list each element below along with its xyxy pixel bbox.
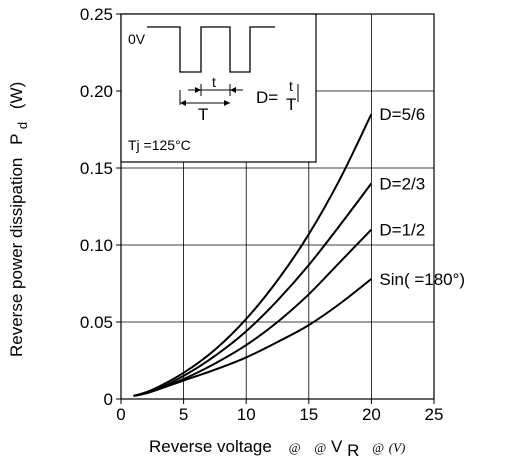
series-labels: D=5/6 D=2/3 D=1/2 Sin( =180°) (379, 105, 465, 289)
inset-duty-label: D= (256, 88, 278, 107)
y-axis-title-p: P (7, 134, 26, 145)
x-axis-title-sym: @ (289, 440, 301, 455)
inset-arrow-head (195, 87, 201, 93)
x-axis-title-main: Reverse voltage (149, 437, 272, 456)
y-axis-title: Reverse power dissipation P d (W) (7, 82, 31, 357)
x-ticks: 0 5 10 15 20 25 (116, 399, 443, 424)
inset-frame (120, 13, 317, 163)
y-axis-title-sub: d (15, 122, 30, 129)
x-axis-title-v: V (331, 437, 343, 456)
y-axis-title-unit: (W) (7, 82, 26, 109)
series-line-4 (133, 278, 373, 397)
inset-t-label: t (212, 74, 216, 90)
series-line-1 (133, 113, 373, 397)
x-tick-label: 20 (362, 405, 381, 424)
inset-arrow-head (230, 87, 236, 93)
x-tick-label: 5 (179, 405, 188, 424)
inset-frac-num: t (289, 78, 293, 94)
inset-frac-den: T (286, 95, 296, 114)
x-tick-label: 25 (425, 405, 444, 424)
inset-arrow-head (224, 100, 230, 106)
x-axis-title-sym: @ (314, 440, 326, 455)
x-axis-title-sub: R (347, 441, 359, 460)
y-tick-label: 0.20 (80, 82, 113, 101)
x-axis-title-unit: (V) (389, 440, 406, 455)
y-axis-title-main: Reverse power dissipation (7, 158, 26, 357)
y-tick-label: 0.25 (80, 5, 113, 24)
y-tick-label: 0.10 (80, 236, 113, 255)
inset-waveform (147, 26, 275, 73)
x-tick-label: 10 (237, 405, 256, 424)
y-ticks: 0 0.05 0.10 0.15 0.20 0.25 (80, 5, 121, 409)
inset-tj-label: Tj =125°C (128, 137, 191, 153)
series-line-2 (133, 182, 373, 397)
series-label: D=5/6 (379, 105, 425, 124)
x-axis-title: Reverse voltage @ @ V R @ (V) (149, 437, 405, 460)
x-tick-label: 0 (116, 405, 125, 424)
curves (133, 113, 373, 397)
y-tick-label: 0.05 (80, 313, 113, 332)
inset-zero-label: 0V (128, 31, 146, 47)
x-tick-label: 15 (299, 405, 318, 424)
y-tick-label: 0 (104, 390, 113, 409)
x-axis-title-sym: @ (372, 440, 384, 455)
inset-T-label: T (198, 105, 208, 124)
y-tick-label: 0.15 (80, 159, 113, 178)
series-label: D=2/3 (379, 174, 425, 193)
series-label: Sin( =180°) (379, 270, 465, 289)
inset: 0V t T D= t T Tj =125°C (120, 13, 317, 163)
series-label: D=1/2 (379, 221, 425, 240)
inset-arrow-head (180, 100, 186, 106)
